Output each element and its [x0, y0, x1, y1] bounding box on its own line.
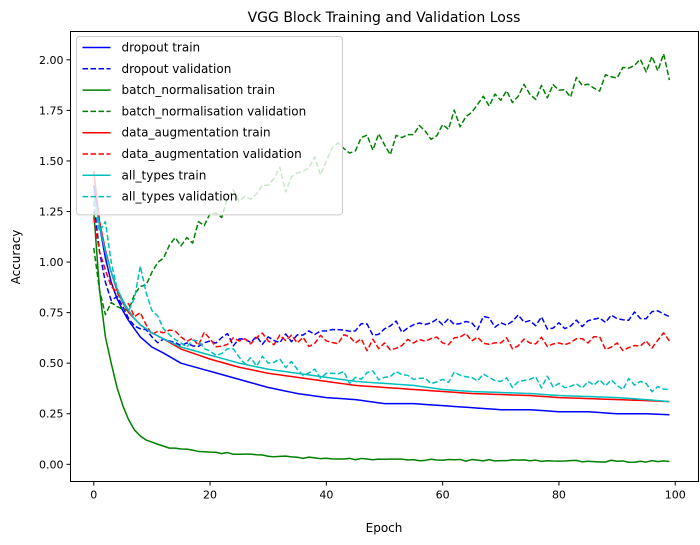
series-line-dropout-validation	[93, 201, 670, 348]
legend-label: all_types train	[122, 168, 207, 182]
y-axis-label: Accuracy	[9, 230, 23, 285]
axis-ticks: 0 20 40 60 80 100 0.00 0.25 0.50 0.75 1.00 1.25 1.50…	[39, 54, 686, 502]
legend-item-all-types-train: all_types train	[82, 168, 207, 182]
legend-item-batch-normalisation-validation: batch_normalisation validation	[82, 104, 307, 118]
y-tick-label: 1.75	[39, 104, 64, 117]
x-tick-label: 100	[665, 489, 686, 502]
series-line-data-augmentation-validation	[93, 217, 671, 352]
legend-item-all-types-validation: all_types validation	[82, 190, 238, 204]
series-line-dropout-train	[93, 185, 670, 416]
series-line-all-types-train	[93, 195, 670, 403]
plot-frame	[70, 31, 699, 482]
legend-label: all_types validation	[122, 190, 238, 204]
legend-label: batch_normalisation train	[122, 83, 276, 97]
x-tick-label: 80	[552, 489, 566, 502]
legend-box	[76, 36, 343, 216]
legend-item-dropout-validation: dropout validation	[82, 62, 232, 76]
legend-label: dropout validation	[122, 62, 232, 76]
legend-label: batch_normalisation validation	[122, 104, 307, 118]
series-line-all-types-validation	[93, 201, 670, 393]
legend-label: dropout train	[122, 41, 201, 55]
x-tick-label: 0	[90, 489, 97, 502]
y-tick-label: 1.50	[39, 155, 64, 168]
legend-item-data-augmentation-train: data_augmentation train	[82, 126, 271, 140]
x-tick-label: 40	[319, 489, 333, 502]
y-tick-label: 0.75	[39, 307, 64, 320]
legend-item-dropout-train: dropout train	[82, 41, 201, 55]
series-line-data-augmentation-train	[93, 170, 670, 403]
legend-label: data_augmentation validation	[122, 147, 302, 161]
series-line-batch-normalisation-validation	[93, 53, 671, 316]
y-tick-label: 0.00	[39, 458, 64, 471]
plot-area	[93, 53, 671, 464]
series-line-batch-normalisation-train	[93, 211, 670, 464]
legend-item-batch-normalisation-train: batch_normalisation train	[82, 83, 276, 97]
x-tick-label: 20	[203, 489, 217, 502]
chart-title: VGG Block Training and Validation Loss	[248, 10, 521, 26]
legend-label: data_augmentation train	[122, 126, 271, 140]
y-tick-label: 1.25	[39, 206, 64, 219]
y-tick-label: 0.25	[39, 408, 64, 421]
y-tick-label: 1.00	[39, 256, 64, 269]
legend: dropout train dropout validation batch_nor…	[76, 36, 343, 216]
x-axis-label: Epoch	[366, 521, 403, 535]
x-tick-label: 60	[436, 489, 450, 502]
y-tick-label: 0.50	[39, 357, 64, 370]
legend-item-data-augmentation-validation: data_augmentation validation	[82, 147, 302, 161]
y-tick-label: 2.00	[39, 54, 64, 67]
